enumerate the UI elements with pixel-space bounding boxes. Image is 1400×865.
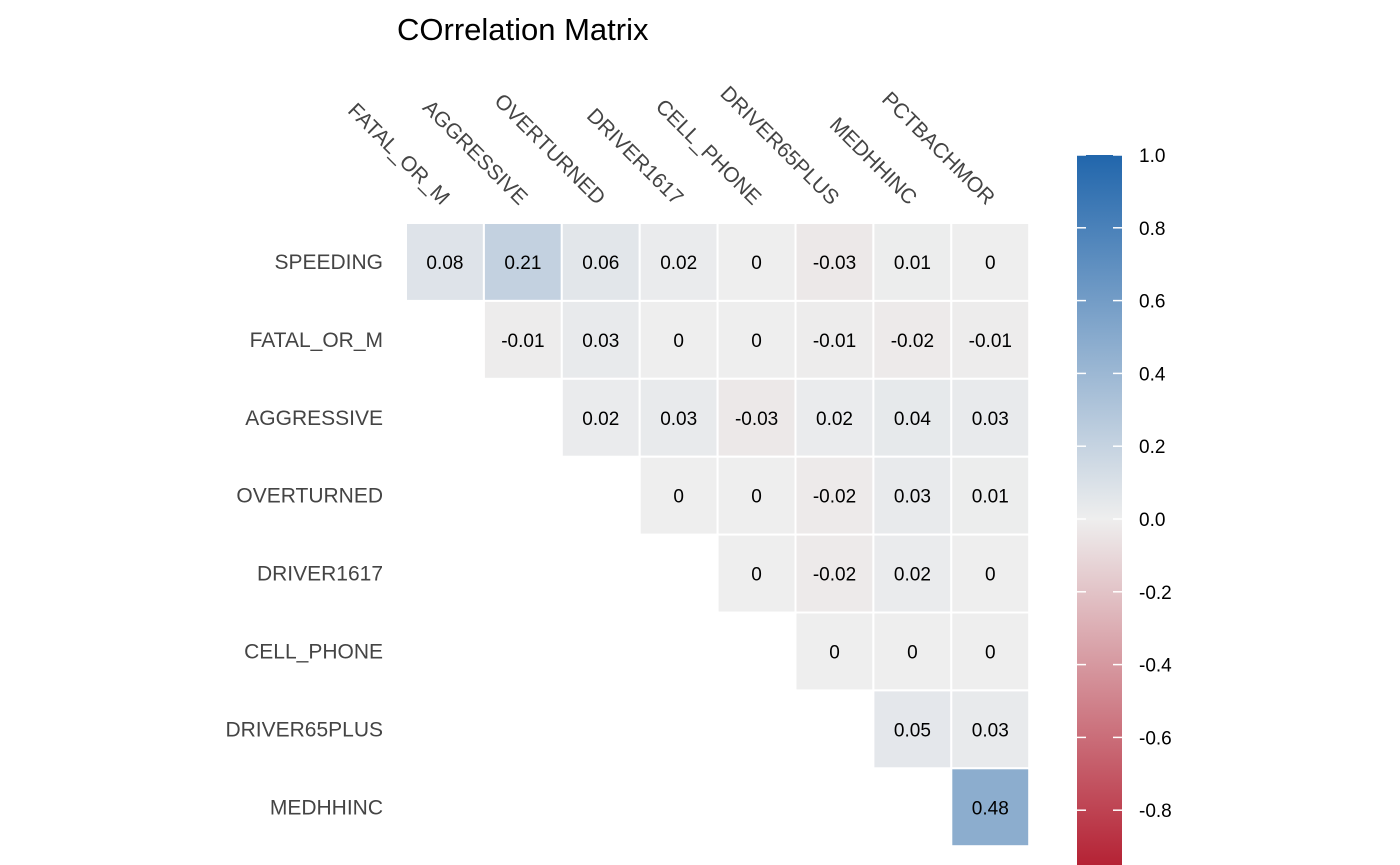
cell-value-label: -0.02 <box>813 487 856 508</box>
colorbar-gradient <box>1077 155 1122 865</box>
colorbar-tick-label: -0.6 <box>1139 728 1172 749</box>
colorbar-tick-label: 1.0 <box>1139 146 1165 167</box>
colorbar-tick-label: 0.8 <box>1139 219 1165 240</box>
cell-value-label: 0.02 <box>660 253 697 274</box>
cell-value-label: 0.03 <box>894 487 931 508</box>
cell-value-label: -0.01 <box>501 331 544 352</box>
cell-value-label: 0 <box>985 643 996 664</box>
cell-value-label: -0.03 <box>735 409 778 430</box>
heatmap-cell <box>794 299 875 380</box>
row-label: MEDHHINC <box>270 796 383 819</box>
colorbar-tick-label: 0.2 <box>1139 437 1165 458</box>
heatmap-cell <box>872 299 953 380</box>
cell-value-label: 0.02 <box>894 565 931 586</box>
heatmap-cell <box>950 533 1031 614</box>
cell-value-label: 0 <box>673 331 684 352</box>
row-label: CELL_PHONE <box>244 641 383 664</box>
heatmap-cell <box>950 377 1031 458</box>
heatmap-cell <box>794 611 875 692</box>
heatmap-cell <box>950 455 1031 536</box>
chart-title: COrrelation Matrix <box>397 12 649 47</box>
heatmap-cell <box>716 377 797 458</box>
colorbar-tick-label: 0.0 <box>1139 510 1165 531</box>
cell-value-label: 0.02 <box>582 409 619 430</box>
colorbar-tick-label: -0.4 <box>1139 656 1172 677</box>
heatmap-cell <box>794 377 875 458</box>
cell-value-label: 0 <box>829 643 840 664</box>
cell-value-label: 0.04 <box>894 409 931 430</box>
heatmap-cell <box>950 222 1031 302</box>
cell-value-label: 0.01 <box>894 253 931 274</box>
cell-value-label: 0.21 <box>504 253 541 274</box>
cell-value-label: 0 <box>751 487 762 508</box>
colorbar-tick-label: -0.8 <box>1139 801 1172 822</box>
heatmap-cell <box>638 299 719 380</box>
cell-value-label: 0.03 <box>972 409 1009 430</box>
heatmap-cell <box>560 222 641 302</box>
heatmap-cell <box>716 533 797 614</box>
cell-value-label: -0.02 <box>891 331 934 352</box>
heatmap-cell <box>482 299 563 380</box>
row-label: FATAL_OR_M <box>250 329 383 352</box>
heatmap-cell <box>638 455 719 536</box>
cell-value-label: 0 <box>751 331 762 352</box>
colorbar-tick-label: 0.4 <box>1139 364 1166 385</box>
heatmap-cell <box>872 377 953 458</box>
cell-value-label: 0.06 <box>582 253 619 274</box>
cell-value-label: 0.48 <box>972 798 1009 819</box>
heatmap-cell <box>794 455 875 536</box>
cell-value-label: 0.03 <box>582 331 619 352</box>
heatmap-cell <box>560 299 641 380</box>
row-labels: SPEEDING FATAL_OR_M AGGRESSIVE OVERTURNED DR… <box>225 251 383 819</box>
heatmap-cell <box>560 377 641 458</box>
colorbar-tick-label: -0.2 <box>1139 583 1172 604</box>
cell-value-label: -0.01 <box>969 331 1012 352</box>
cell-value-label: -0.01 <box>813 331 856 352</box>
column-labels: FATAL_OR_MAGGRESSIVEOVERTURNEDDRIVER1617… <box>343 82 999 210</box>
cell-value-label: 0 <box>673 487 684 508</box>
row-label: AGGRESSIVE <box>245 407 383 430</box>
heatmap-cell <box>794 222 875 302</box>
heatmap-cell <box>482 222 563 302</box>
row-label: DRIVER1617 <box>257 563 383 586</box>
heatmap-cell <box>872 689 953 770</box>
cell-value-label: 0.05 <box>894 720 931 741</box>
heatmap-cells: 0.08 0.21 0.06 0.02 0 -0.03 0.01 0 -0.01 0.03 0 0 -0… <box>405 222 1031 848</box>
heatmap-cell <box>950 767 1031 848</box>
heatmap-cell <box>950 611 1031 692</box>
cell-value-label: 0.08 <box>426 253 463 274</box>
row-label: OVERTURNED <box>236 485 383 508</box>
heatmap-cell <box>405 222 485 302</box>
cell-value-label: -0.03 <box>813 253 856 274</box>
cell-value-label: 0.02 <box>816 409 853 430</box>
heatmap-cell <box>872 611 953 692</box>
cell-value-label: 0.01 <box>972 487 1009 508</box>
row-label: SPEEDING <box>274 251 383 274</box>
cell-value-label: 0 <box>985 565 996 586</box>
cell-value-label: -0.02 <box>813 565 856 586</box>
colorbar-ticks: 1.0 0.8 0.6 0.4 0.2 0.0 -0.2 -0.4 -0.6 -0.8 <box>1077 146 1172 822</box>
cell-value-label: 0 <box>985 253 996 274</box>
colorbar-tick-label: 0.6 <box>1139 292 1165 313</box>
cell-value-label: 0 <box>907 643 918 664</box>
cell-value-label: 0 <box>751 253 762 274</box>
heatmap-cell <box>638 222 719 302</box>
colorbar: 1.0 0.8 0.6 0.4 0.2 0.0 -0.2 -0.4 -0.6 -0.8 <box>1077 146 1172 865</box>
cell-value-label: 0 <box>751 565 762 586</box>
cell-value-label: 0.03 <box>660 409 697 430</box>
cell-value-label: 0.03 <box>972 720 1009 741</box>
row-label: DRIVER65PLUS <box>225 718 383 741</box>
heatmap-cell <box>716 299 797 380</box>
heatmap-cell <box>638 377 719 458</box>
